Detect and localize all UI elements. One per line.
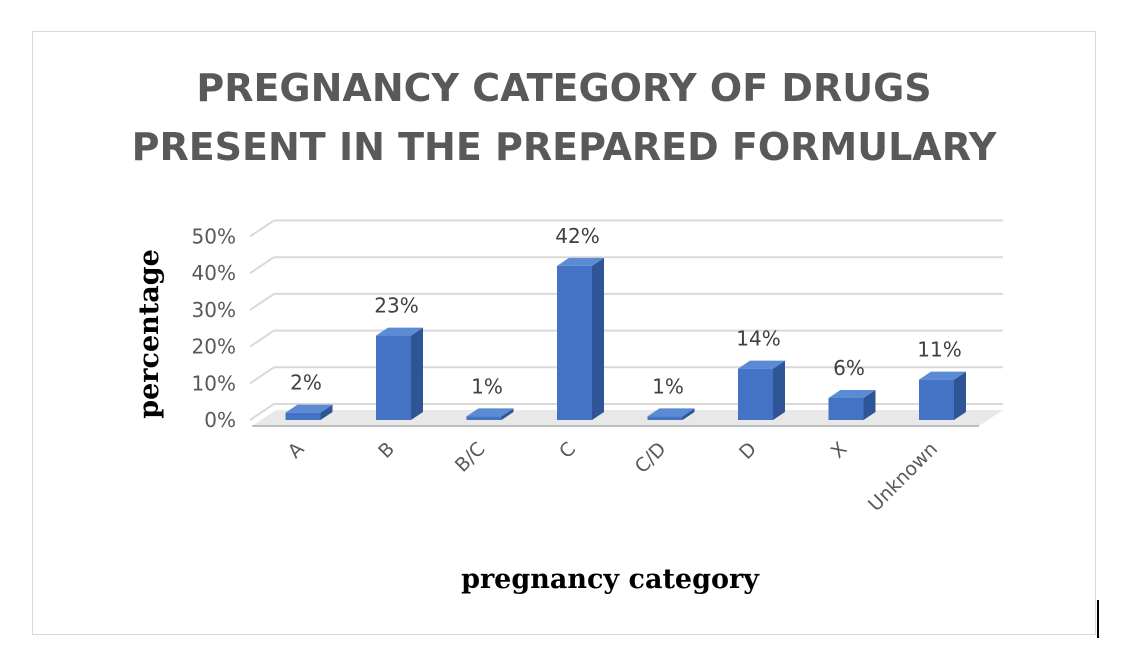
bar-side bbox=[954, 371, 966, 420]
gridline-side bbox=[249, 366, 275, 385]
data-label: 11% bbox=[917, 338, 961, 362]
chart-title-line-1: PREGNANCY CATEGORY OF DRUGS bbox=[196, 66, 931, 110]
x-tick-label: B/C bbox=[451, 438, 490, 477]
gridline-side bbox=[249, 403, 275, 421]
bar-front bbox=[285, 412, 321, 420]
gridline-side bbox=[249, 256, 275, 275]
bar-top bbox=[376, 327, 423, 336]
bar-side bbox=[682, 408, 695, 420]
data-label: 14% bbox=[736, 327, 780, 351]
floor-plane bbox=[252, 410, 1003, 426]
bar bbox=[376, 327, 423, 420]
bar-front bbox=[466, 416, 502, 420]
y-axis-title: percentage bbox=[134, 249, 165, 419]
data-label: 6% bbox=[833, 356, 865, 380]
bar-front bbox=[828, 397, 864, 420]
bar-top bbox=[919, 371, 966, 380]
frame-edge-mark bbox=[1097, 600, 1099, 638]
bar-top bbox=[466, 408, 514, 417]
bar-top bbox=[557, 257, 604, 266]
bar-side bbox=[501, 408, 514, 420]
bar-top bbox=[828, 389, 876, 398]
bar bbox=[285, 404, 333, 420]
bar-side bbox=[863, 389, 876, 420]
y-tick-label: 40% bbox=[192, 261, 236, 285]
x-tick-label: Unknown bbox=[864, 438, 942, 516]
bar bbox=[466, 408, 514, 420]
x-axis-title: pregnancy category bbox=[461, 564, 760, 595]
chart-title: PREGNANCY CATEGORY OF DRUGS PRESENT IN T… bbox=[132, 66, 997, 169]
data-label: 23% bbox=[374, 294, 418, 318]
bar-front bbox=[647, 416, 683, 420]
data-label: 42% bbox=[555, 224, 599, 248]
y-tick-label: 10% bbox=[192, 371, 236, 395]
bar-top bbox=[738, 360, 785, 369]
bar bbox=[828, 389, 876, 420]
x-tick-label: C bbox=[555, 438, 580, 463]
y-tick-label: 50% bbox=[192, 225, 236, 249]
bars bbox=[285, 257, 966, 420]
bar bbox=[647, 408, 695, 420]
gridlines bbox=[249, 219, 1003, 421]
bar-top bbox=[285, 404, 333, 413]
chart-title-line-2: PRESENT IN THE PREPARED FORMULARY bbox=[132, 125, 997, 169]
x-tick-label: B bbox=[374, 438, 399, 463]
x-tick-label: A bbox=[284, 438, 309, 463]
chart-floor bbox=[252, 410, 1003, 427]
y-tick-label: 30% bbox=[192, 298, 236, 322]
gridline-side bbox=[249, 219, 275, 238]
data-label: 1% bbox=[652, 374, 684, 398]
bar-top bbox=[647, 408, 695, 417]
bar bbox=[738, 360, 785, 420]
gridline-side bbox=[249, 293, 275, 311]
data-label: 2% bbox=[290, 371, 322, 395]
bar bbox=[557, 257, 604, 420]
bar-front bbox=[376, 335, 411, 420]
bar-front bbox=[738, 368, 773, 420]
gridline-side bbox=[249, 329, 275, 348]
y-tick-label: 0% bbox=[204, 408, 236, 432]
bar-front bbox=[557, 265, 592, 420]
x-tick-labels: A B B/C C C/D D X Unknown bbox=[284, 438, 942, 516]
bar-side bbox=[411, 327, 423, 420]
data-label: 1% bbox=[471, 374, 503, 398]
bar-front bbox=[919, 379, 954, 420]
bar bbox=[919, 371, 966, 420]
bar-side bbox=[320, 404, 333, 420]
x-tick-label: C/D bbox=[631, 438, 671, 478]
data-labels: 2% 23% 1% 42% 1% 14% 6% 11% bbox=[290, 224, 962, 398]
bar-side bbox=[592, 257, 604, 420]
y-tick-label: 20% bbox=[192, 335, 236, 359]
x-tick-label: X bbox=[827, 438, 852, 463]
y-tick-labels: 0% 10% 20% 30% 40% 50% bbox=[192, 225, 236, 433]
bar-side bbox=[773, 360, 785, 420]
x-tick-label: D bbox=[735, 438, 761, 464]
